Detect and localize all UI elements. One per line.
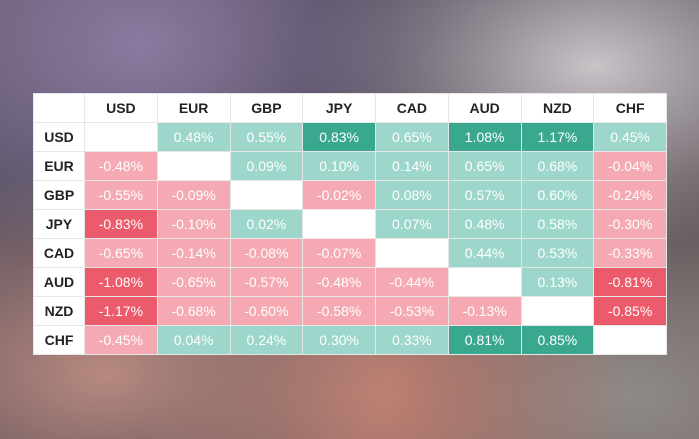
value-cell: 0.04% [156,325,231,355]
value-cell: -0.33% [593,238,667,268]
value-cell: 0.65% [447,151,522,181]
column-header: AUD [447,93,522,123]
value-cell: -0.85% [593,296,667,326]
value-cell: -0.58% [302,296,376,326]
value-cell: -0.24% [593,180,667,210]
empty-cell [447,267,522,297]
value-cell: -0.48% [84,151,158,181]
value-cell: 0.14% [375,151,449,181]
empty-cell [302,209,376,239]
value-cell: 0.83% [302,122,376,152]
table-body: USD 0.48% 0.55% 0.83% 0.65% 1.08% 1.17% 0.45% EU… [33,122,667,355]
empty-cell [84,122,158,152]
column-header: JPY [302,93,376,123]
value-cell: -0.65% [84,238,158,268]
value-cell: 0.65% [375,122,449,152]
value-cell: 0.68% [520,151,595,181]
row-header: AUD [33,267,85,297]
table-row: EUR -0.48% 0.09% 0.10% 0.14% 0.65% 0.68% -0.04% [33,151,667,181]
value-cell: -0.44% [375,267,449,297]
value-cell: 0.33% [375,325,449,355]
value-cell: -0.04% [593,151,667,181]
value-cell: -0.07% [302,238,376,268]
value-cell: 0.24% [229,325,304,355]
value-cell: 0.58% [520,209,595,239]
value-cell: -0.09% [156,180,231,210]
value-cell: -0.68% [156,296,231,326]
value-cell: 0.45% [593,122,667,152]
column-header: EUR [156,93,231,123]
value-cell: 0.85% [520,325,595,355]
value-cell: 0.48% [156,122,231,152]
empty-cell [520,296,595,326]
row-header: EUR [33,151,85,181]
row-header: GBP [33,180,85,210]
value-cell: 1.08% [447,122,522,152]
table-row: USD 0.48% 0.55% 0.83% 0.65% 1.08% 1.17% 0.45% [33,122,667,152]
value-cell: 0.81% [447,325,522,355]
value-cell: 0.07% [375,209,449,239]
row-header: JPY [33,209,85,239]
value-cell: 0.10% [302,151,376,181]
table-row: NZD -1.17% -0.68% -0.60% -0.58% -0.53% -0.13% -… [33,296,667,326]
value-cell: -0.48% [302,267,376,297]
value-cell: -0.65% [156,267,231,297]
value-cell: -0.13% [447,296,522,326]
value-cell: -0.02% [302,180,376,210]
value-cell: -1.08% [84,267,158,297]
row-header: CHF [33,325,85,355]
empty-cell [593,325,667,355]
value-cell: -1.17% [84,296,158,326]
value-cell: 0.57% [447,180,522,210]
value-cell: 0.08% [375,180,449,210]
value-cell: 0.60% [520,180,595,210]
value-cell: -0.57% [229,267,304,297]
column-header: CHF [593,93,667,123]
value-cell: -0.60% [229,296,304,326]
table-row: JPY -0.83% -0.10% 0.02% 0.07% 0.48% 0.58% -0.30… [33,209,667,239]
currency-strength-table: USD EUR GBP JPY CAD AUD NZD CHF USD 0.48% 0.55% 0.… [33,93,667,355]
empty-cell [229,180,304,210]
row-header: NZD [33,296,85,326]
table-row: GBP -0.55% -0.09% -0.02% 0.08% 0.57% 0.60% -0.2… [33,180,667,210]
value-cell: 0.55% [229,122,304,152]
value-cell: 0.09% [229,151,304,181]
table-row: CAD -0.65% -0.14% -0.08% -0.07% 0.44% 0.53% -0.… [33,238,667,268]
value-cell: 0.48% [447,209,522,239]
value-cell: -0.53% [375,296,449,326]
value-cell: -0.08% [229,238,304,268]
value-cell: 0.13% [520,267,595,297]
column-header: USD [84,93,158,123]
value-cell: 0.44% [447,238,522,268]
value-cell: 1.17% [520,122,595,152]
row-header: CAD [33,238,85,268]
value-cell: 0.30% [302,325,376,355]
empty-cell [156,151,231,181]
table-row: AUD -1.08% -0.65% -0.57% -0.48% -0.44% 0.13% -0… [33,267,667,297]
value-cell: -0.55% [84,180,158,210]
column-header: NZD [520,93,595,123]
value-cell: 0.02% [229,209,304,239]
value-cell: 0.53% [520,238,595,268]
empty-cell [375,238,449,268]
value-cell: -0.14% [156,238,231,268]
column-header: GBP [229,93,304,123]
row-header: USD [33,122,85,152]
value-cell: -0.10% [156,209,231,239]
value-cell: -0.81% [593,267,667,297]
column-header: CAD [375,93,449,123]
header-row: USD EUR GBP JPY CAD AUD NZD CHF [33,93,667,123]
value-cell: -0.30% [593,209,667,239]
value-cell: -0.83% [84,209,158,239]
corner-cell [33,93,85,123]
value-cell: -0.45% [84,325,158,355]
table-row: CHF -0.45% 0.04% 0.24% 0.30% 0.33% 0.81% 0.85% [33,325,667,355]
